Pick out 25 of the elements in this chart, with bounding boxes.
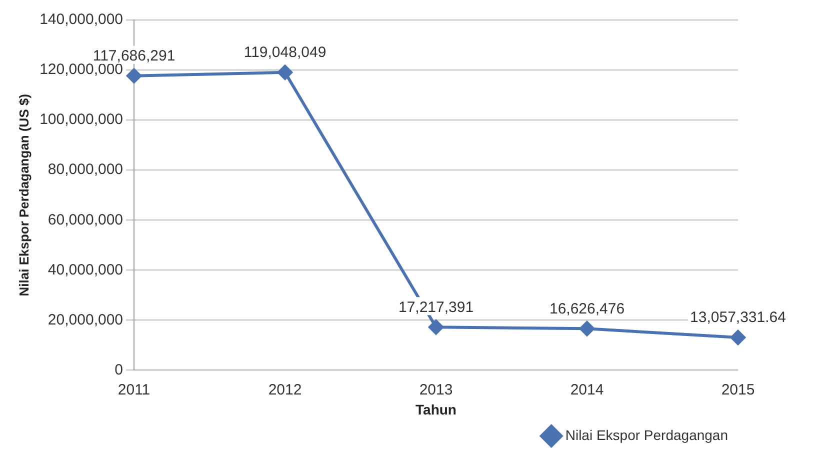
data-label: 117,686,291 (92, 47, 176, 64)
point (428, 320, 444, 335)
y-tick-label: 140,000,000 (40, 11, 124, 28)
data-label: 119,048,049 (244, 44, 326, 62)
y-tick-label: 0 (114, 361, 124, 378)
point (730, 330, 746, 346)
x-tick-label: 2012 (268, 381, 302, 398)
x-tick-label: 2015 (721, 381, 755, 398)
x-tick-label: 2011 (118, 381, 150, 398)
point (126, 68, 142, 84)
x-tick-label: 2013 (419, 381, 453, 398)
y-tick-label: 100,000,000 (40, 111, 124, 128)
x-tick-label: 2014 (570, 381, 604, 398)
legend-label: Nilai Ekspor Perdagangan (565, 426, 728, 443)
data-label: 16,626,476 (549, 300, 625, 318)
y-tick-label: 40,000,000 (48, 261, 124, 278)
point (580, 321, 595, 336)
y-tick-label: 80,000,000 (48, 161, 124, 178)
data-label: 13,057,331.64 (690, 309, 786, 326)
data-label: 17,217,391 (398, 298, 474, 316)
x-axis-title: Tahun (416, 401, 456, 418)
y-tick-label: 60,000,000 (48, 211, 124, 228)
y-axis-title: Nilai Ekspor Perdagangan (US $) (16, 94, 32, 296)
point (278, 64, 293, 80)
y-tick-label: 20,000,000 (48, 311, 124, 328)
